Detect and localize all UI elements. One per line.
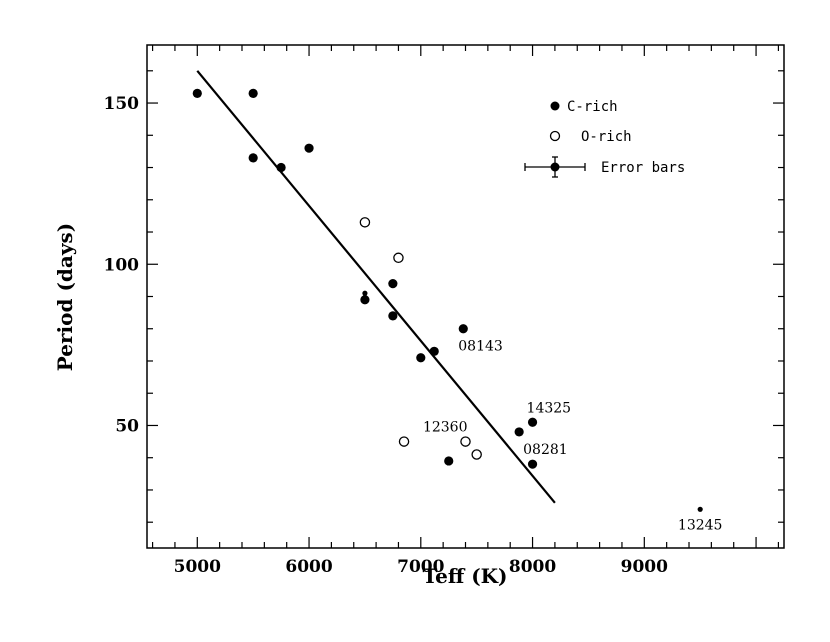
c-rich-point <box>444 456 454 466</box>
y-axis-title: Period (days) <box>53 223 77 371</box>
c-rich-point <box>248 88 258 98</box>
o-rich-point <box>359 217 371 228</box>
x-axis-title: Teff (K) <box>423 564 508 588</box>
c-rich-point <box>304 143 314 153</box>
legend: C-rich O-rich Error bars <box>524 99 685 178</box>
point-annotation: 12360 <box>423 420 468 436</box>
c-rich-point <box>192 88 202 98</box>
fit-line-group <box>196 70 556 504</box>
c-rich-point <box>527 459 538 469</box>
legend-c-rich-marker <box>550 101 560 111</box>
legend-o-rich-label: O-rich <box>581 129 632 145</box>
legend-c-rich-label: C-rich <box>567 99 618 115</box>
small-point <box>697 506 703 512</box>
y-tick-label: 150 <box>104 94 140 114</box>
point-annotations: 08143 14325 12360 08281 13245 <box>423 339 723 534</box>
point-annotation: 08143 <box>458 339 503 355</box>
legend-error-bars-label: Error bars <box>601 160 685 176</box>
x-tick-label: 7000 <box>397 557 444 577</box>
c-rich-point <box>458 324 468 334</box>
legend-error-bar-marker <box>524 156 586 178</box>
x-tick-labels: 5000 6000 7000 8000 9000 <box>174 557 669 577</box>
y-tick-labels: 50 100 150 <box>104 94 140 436</box>
y-tick-label: 50 <box>115 416 139 436</box>
o-rich-point <box>398 436 410 447</box>
point-annotation: 13245 <box>678 517 723 533</box>
point-annotation: 14325 <box>527 400 572 416</box>
c-rich-point <box>388 279 398 289</box>
legend-o-rich-marker <box>549 130 561 142</box>
o-rich-point <box>471 449 482 460</box>
o-rich-point <box>460 436 471 447</box>
axis-ticks <box>147 45 784 548</box>
c-rich-point <box>248 153 258 163</box>
c-rich-point <box>416 353 426 363</box>
c-rich-point <box>429 346 439 356</box>
c-rich-point <box>388 311 398 321</box>
c-rich-point <box>276 162 286 173</box>
x-tick-label: 9000 <box>621 557 668 577</box>
small-point <box>362 290 368 296</box>
point-annotation: 08281 <box>523 442 568 458</box>
x-tick-label: 8000 <box>509 557 556 577</box>
y-tick-label: 100 <box>104 255 140 275</box>
data-points <box>192 88 703 512</box>
o-rich-point <box>393 252 404 264</box>
plot-frame <box>146 44 785 549</box>
fit-line <box>196 70 556 504</box>
c-rich-point <box>360 295 370 305</box>
c-rich-point <box>527 417 538 427</box>
c-rich-point <box>514 427 524 437</box>
x-tick-label: 5000 <box>174 557 221 577</box>
errorbar-point <box>550 162 560 172</box>
x-tick-label: 6000 <box>285 557 332 577</box>
